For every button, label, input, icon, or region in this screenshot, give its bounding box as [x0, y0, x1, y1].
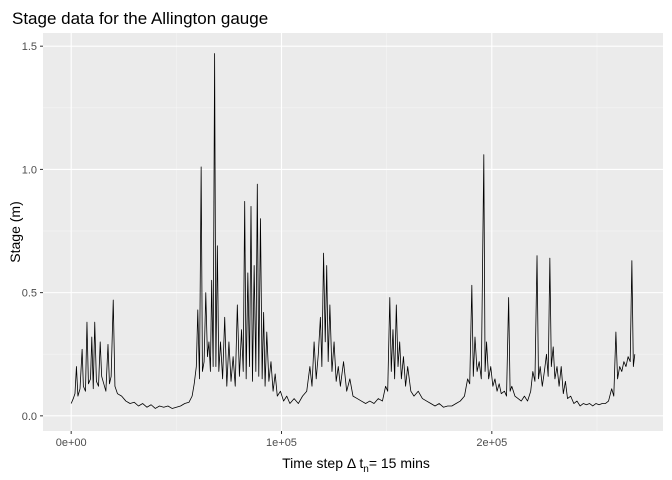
x-axis-title-suffix: = 15 mins	[369, 455, 430, 471]
y-tick-label: 0.5	[22, 288, 37, 300]
y-axis-title: Stage (m)	[7, 201, 23, 262]
series-layer	[70, 53, 636, 409]
major-grid	[43, 33, 663, 431]
x-tick-label: 2e+05	[476, 437, 507, 449]
x-axis-title: Time step Δ tn= 15 mins	[282, 455, 430, 475]
x-axis: 0e+00 1e+05 2e+05	[56, 431, 507, 449]
minor-grid	[43, 33, 663, 431]
y-tick-label: 1.0	[22, 164, 37, 176]
x-tick-label: 0e+00	[56, 437, 87, 449]
y-tick-label: 1.5	[22, 41, 37, 53]
x-tick-label: 1e+05	[266, 437, 297, 449]
x-axis-title-subscript: n	[363, 464, 369, 475]
plot-panel	[43, 33, 663, 431]
stage-series-line	[70, 53, 636, 409]
x-axis-title-prefix: Time step Δ t	[282, 455, 363, 471]
y-axis: 0.0 0.5 1.0 1.5	[22, 41, 43, 423]
y-tick-label: 0.0	[22, 411, 37, 423]
chart-title: Stage data for the Allington gauge	[12, 9, 268, 28]
